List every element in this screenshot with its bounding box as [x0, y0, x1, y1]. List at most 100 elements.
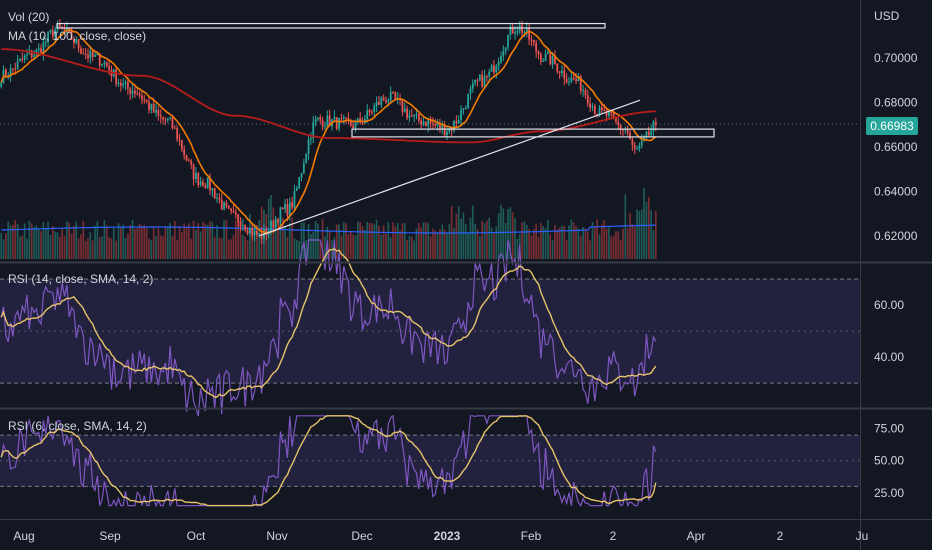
- candle-body: [134, 90, 136, 94]
- candle-body: [429, 120, 432, 124]
- volume-bar: [7, 221, 10, 259]
- volume-bar: [476, 229, 479, 259]
- volume-bar: [626, 228, 629, 259]
- volume-bar: [603, 220, 606, 259]
- volume-bar: [0, 233, 2, 259]
- candle-body: [633, 144, 636, 150]
- candle-body: [272, 220, 275, 228]
- volume-bar: [286, 237, 289, 259]
- volume-bar: [504, 222, 507, 259]
- volume-bar: [523, 221, 526, 259]
- volume-bar: [410, 236, 413, 259]
- candle-body: [504, 47, 507, 52]
- rsi-band: [0, 279, 860, 384]
- volume-bar: [589, 240, 591, 259]
- candle-body: [340, 117, 343, 119]
- volume-bar: [73, 225, 75, 259]
- volume-bar: [394, 226, 397, 259]
- volume-bar: [96, 221, 99, 259]
- volume-bar: [364, 230, 366, 259]
- rsi-14-legend: RSI (14, close, SMA, 14, 2): [8, 272, 154, 286]
- candle-body: [291, 202, 294, 208]
- candle-body: [51, 30, 54, 37]
- resistance-box: [56, 22, 606, 29]
- candle-body: [310, 138, 312, 140]
- volume-bar: [26, 238, 28, 259]
- volume-bar: [392, 222, 394, 259]
- volume-bar: [70, 233, 73, 259]
- volume-bar: [551, 240, 554, 259]
- candle-body: [589, 103, 592, 108]
- volume-bar: [399, 230, 401, 259]
- support-box: [351, 128, 715, 138]
- candle-body: [352, 125, 355, 129]
- candle-body: [9, 68, 12, 78]
- volume-bar: [296, 239, 298, 259]
- volume-bar: [460, 219, 462, 259]
- volume-bar: [157, 228, 160, 259]
- volume-bar: [425, 221, 427, 259]
- candle-body: [408, 115, 411, 118]
- candle-body: [199, 181, 202, 186]
- candle-body: [277, 219, 279, 223]
- volume-bar: [655, 210, 657, 259]
- volume-bar: [317, 223, 319, 259]
- candle-body: [244, 225, 247, 230]
- candle-body: [314, 119, 317, 123]
- rsi-tick-label: 60.00: [874, 298, 904, 312]
- volume-bar: [340, 235, 343, 259]
- rsi-sma-line: [0, 415, 657, 507]
- volume-bar: [406, 240, 408, 259]
- volume-bar: [483, 223, 486, 259]
- volume-bar: [178, 225, 181, 259]
- candle-body: [453, 121, 455, 131]
- candle-body: [457, 119, 460, 124]
- candle-body: [474, 79, 477, 84]
- volume-bar: [375, 219, 378, 259]
- candle-body: [223, 202, 225, 210]
- candle-body: [54, 29, 57, 37]
- volume-bar: [303, 221, 305, 259]
- volume-bar: [59, 236, 61, 259]
- volume-bar: [429, 236, 432, 259]
- candle-body: [389, 91, 392, 101]
- volume-bar: [490, 227, 493, 259]
- time-tick-label: Oct: [187, 529, 206, 543]
- volume-bar: [77, 238, 80, 259]
- candle-body: [516, 30, 519, 33]
- volume-bar: [227, 239, 230, 259]
- candle-body: [378, 101, 380, 105]
- candle-body: [47, 32, 49, 42]
- candle-body: [246, 229, 249, 234]
- volume-bar: [176, 239, 178, 259]
- volume-bar: [601, 224, 603, 259]
- candle-body: [528, 28, 531, 40]
- price-tick-label: 0.66000: [874, 140, 918, 154]
- volume-bar: [385, 233, 387, 259]
- volume-bar: [75, 221, 78, 259]
- candle-body: [300, 172, 303, 178]
- candle-body: [141, 95, 143, 100]
- volume-bar: [347, 234, 350, 259]
- candle-body: [94, 54, 96, 57]
- volume-bar: [239, 219, 242, 259]
- candle-body: [373, 105, 376, 112]
- volume-bar: [159, 235, 162, 259]
- volume-bar: [608, 227, 610, 259]
- volume-bar: [335, 224, 338, 259]
- volume-bar: [357, 221, 359, 259]
- candle-body: [96, 53, 99, 55]
- rsi-tick-label: 25.00: [874, 486, 904, 500]
- candle-body: [239, 221, 242, 227]
- candle-body: [481, 74, 484, 87]
- candle-body: [253, 230, 256, 236]
- volume-bar: [173, 221, 176, 259]
- candle-body: [464, 107, 467, 109]
- volume-bar: [349, 230, 352, 259]
- candle-body: [406, 108, 408, 118]
- volume-bar: [183, 223, 186, 259]
- candle-body: [148, 101, 150, 110]
- volume-bar: [218, 237, 221, 259]
- volume-bar: [202, 221, 204, 259]
